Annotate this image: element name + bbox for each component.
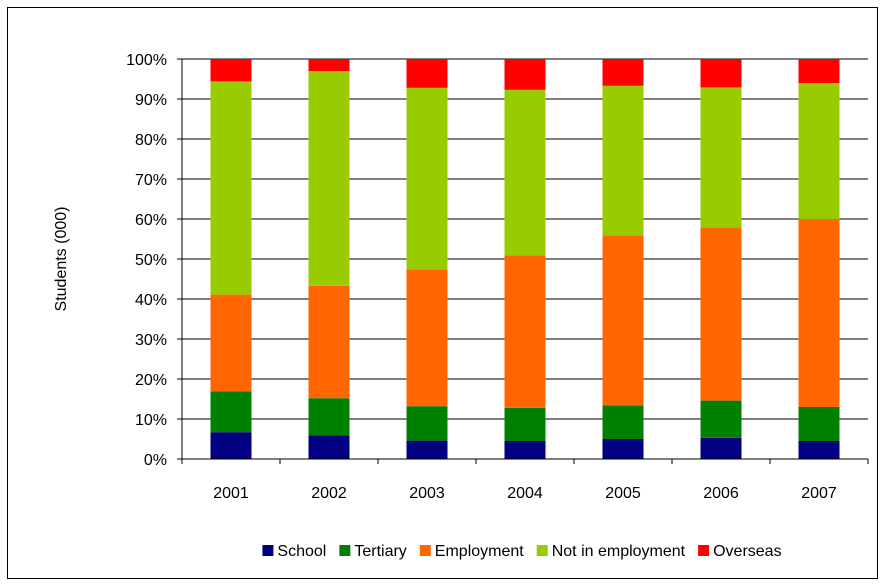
- y-tick-label: 40%: [135, 292, 167, 309]
- bar-segment-school-2004: [504, 441, 546, 459]
- bar-segment-not-in-employment-2001: [210, 81, 252, 295]
- y-tick-label: 100%: [126, 52, 167, 69]
- bar-segment-not-in-employment-2006: [700, 87, 742, 228]
- bar-segment-employment-2002: [308, 285, 350, 399]
- bar-segment-not-in-employment-2005: [602, 85, 644, 236]
- y-axis-label: Students (000): [53, 207, 70, 312]
- x-tick-label: 2006: [703, 485, 739, 502]
- bar-segment-tertiary-2005: [602, 405, 644, 439]
- x-tick-label: 2005: [605, 485, 641, 502]
- bar-segment-employment-2004: [504, 255, 546, 408]
- bar-segment-overseas-2001: [210, 59, 252, 82]
- legend-label-tertiary: Tertiary: [354, 543, 406, 560]
- legend-swatch-tertiary: [339, 545, 351, 556]
- x-tick-labels: 2001 2002 2003 2004 2005 2006 2007: [213, 485, 837, 502]
- bar-segment-tertiary-2004: [504, 407, 546, 441]
- x-tick-label: 2002: [311, 485, 347, 502]
- bar-segment-employment-2006: [700, 227, 742, 401]
- y-tick-label: 60%: [135, 212, 167, 229]
- bar-segment-not-in-employment-2003: [406, 87, 448, 270]
- legend-swatch-overseas: [698, 545, 710, 556]
- legend-label-school: School: [277, 543, 326, 560]
- y-tick-label: 70%: [135, 172, 167, 189]
- x-tick-label: 2003: [409, 485, 445, 502]
- bar-segment-overseas-2002: [308, 59, 350, 71]
- legend-swatch-employment: [419, 545, 431, 556]
- bar-segment-tertiary-2003: [406, 406, 448, 441]
- bar-segment-employment-2001: [210, 294, 252, 392]
- bars: [210, 59, 840, 459]
- bar-segment-tertiary-2002: [308, 398, 350, 436]
- bar-segment-not-in-employment-2004: [504, 89, 546, 256]
- bar-segment-tertiary-2001: [210, 391, 252, 433]
- x-tick-label: 2001: [213, 485, 249, 502]
- bar-segment-overseas-2007: [798, 59, 840, 83]
- bar-segment-overseas-2006: [700, 59, 742, 88]
- bar-segment-employment-2007: [798, 219, 840, 407]
- bar-segment-school-2003: [406, 440, 448, 459]
- bar-segment-overseas-2004: [504, 59, 546, 90]
- bar-segment-not-in-employment-2007: [798, 83, 840, 220]
- y-tick-label: 90%: [135, 92, 167, 109]
- legend: School Tertiary Employment Not in employmen…: [262, 543, 782, 560]
- bar-segment-overseas-2005: [602, 59, 644, 86]
- legend-swatch-not-in-employment: [536, 545, 548, 556]
- bar-segment-overseas-2003: [406, 59, 448, 88]
- x-tick-label: 2007: [801, 485, 837, 502]
- legend-label-overseas: Overseas: [713, 543, 781, 560]
- bar-segment-tertiary-2007: [798, 407, 840, 441]
- bar-segment-school-2005: [602, 439, 644, 459]
- legend-label-employment: Employment: [435, 543, 524, 560]
- x-tick-label: 2004: [507, 485, 543, 502]
- y-tick-label: 20%: [135, 372, 167, 389]
- bar-segment-employment-2003: [406, 269, 448, 407]
- axes: [177, 58, 869, 464]
- bar-segment-employment-2005: [602, 235, 644, 406]
- y-tick-label: 0%: [144, 452, 167, 469]
- y-tick-label: 10%: [135, 412, 167, 429]
- y-tick-label: 50%: [135, 252, 167, 269]
- bar-segment-school-2002: [308, 435, 350, 459]
- bar-segment-not-in-employment-2002: [308, 71, 350, 286]
- legend-label-not-in-employment: Not in employment: [552, 543, 686, 560]
- y-tick-labels: 0% 10% 20% 30% 40% 50% 60% 70% 80% 90% 100%: [126, 52, 167, 469]
- bar-segment-school-2006: [700, 437, 742, 459]
- legend-swatch-school: [262, 545, 274, 556]
- bar-segment-tertiary-2006: [700, 400, 742, 438]
- bar-segment-school-2007: [798, 441, 840, 459]
- y-tick-label: 80%: [135, 132, 167, 149]
- y-tick-label: 30%: [135, 332, 167, 349]
- bar-segment-school-2001: [210, 432, 252, 459]
